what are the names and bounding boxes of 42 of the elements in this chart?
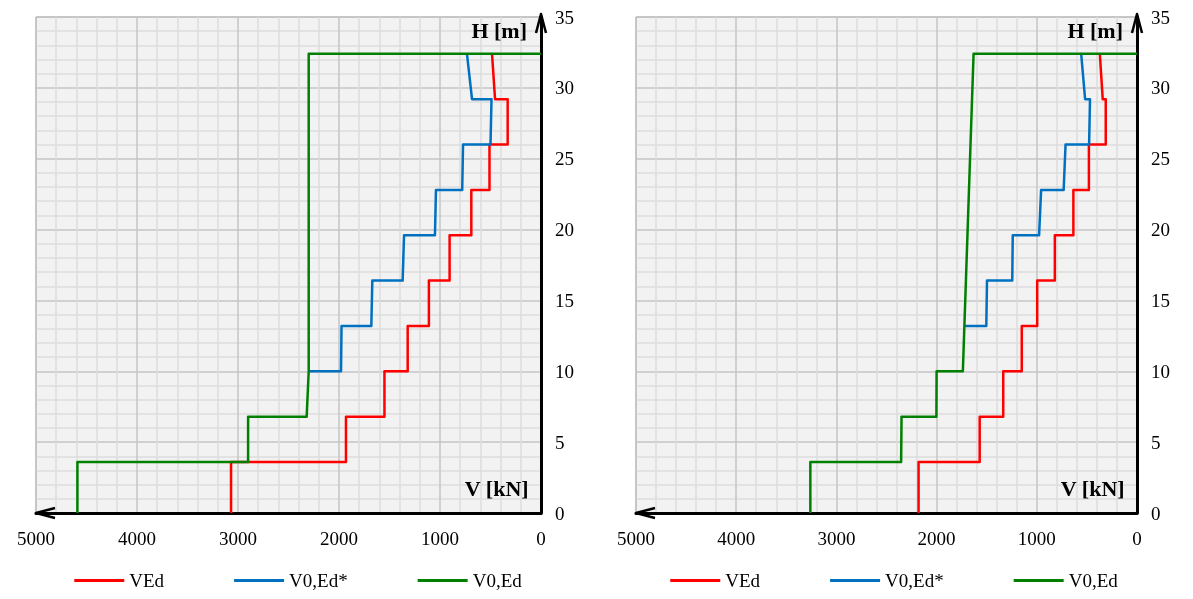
x-axis-title: V [kN]	[464, 475, 529, 501]
y-tick-label: 5	[555, 431, 565, 453]
x-tick-label: 5000	[617, 528, 655, 549]
x-tick-label: 0	[1132, 528, 1142, 549]
x-tick-label: 5000	[17, 528, 55, 549]
x-tick-label: 0	[536, 528, 546, 549]
y-tick-label: 10	[1151, 360, 1170, 382]
y-tick-label: 35	[555, 6, 574, 28]
x-tick-label: 1000	[1017, 528, 1056, 549]
y-axis-title: H [m]	[1067, 17, 1123, 43]
x-tick-label: 3000	[219, 528, 257, 549]
legend-label: V0,Ed	[1068, 570, 1119, 591]
line-series	[307, 52, 493, 373]
legend-label: VEd	[129, 570, 165, 591]
x-tick-label: 2000	[917, 528, 956, 549]
x-tick-label: 4000	[118, 528, 156, 549]
y-tick-label: 0	[1151, 502, 1161, 524]
x-axis-title: V [kN]	[1060, 475, 1125, 501]
line-series	[809, 52, 1139, 515]
y-tick-label: 25	[555, 148, 574, 170]
y-tick-label: 20	[1151, 219, 1170, 241]
y-tick-label: 15	[1151, 289, 1170, 311]
legend-label: VEd	[725, 570, 761, 591]
y-tick-label: 0	[555, 502, 565, 524]
line-series	[76, 52, 543, 515]
line-series	[963, 52, 1092, 328]
legend-label: V0,Ed*	[289, 570, 348, 591]
y-tick-label: 5	[1151, 431, 1161, 453]
y-tick-label: 20	[555, 219, 574, 241]
y-tick-label: 30	[555, 77, 574, 99]
y-tick-label: 25	[1151, 148, 1170, 170]
y-tick-label: 35	[1151, 6, 1170, 28]
x-tick-label: 4000	[717, 528, 756, 549]
x-tick-label: 3000	[817, 528, 856, 549]
y-axis-title: H [m]	[471, 17, 527, 43]
legend-label: V0,Ed	[472, 570, 523, 591]
x-tick-label: 2000	[320, 528, 358, 549]
x-tick-label: 1000	[421, 528, 459, 549]
y-tick-label: 15	[555, 289, 574, 311]
y-tick-label: 10	[555, 360, 574, 382]
y-tick-label: 30	[1151, 77, 1170, 99]
legend-label: V0,Ed*	[885, 570, 944, 591]
